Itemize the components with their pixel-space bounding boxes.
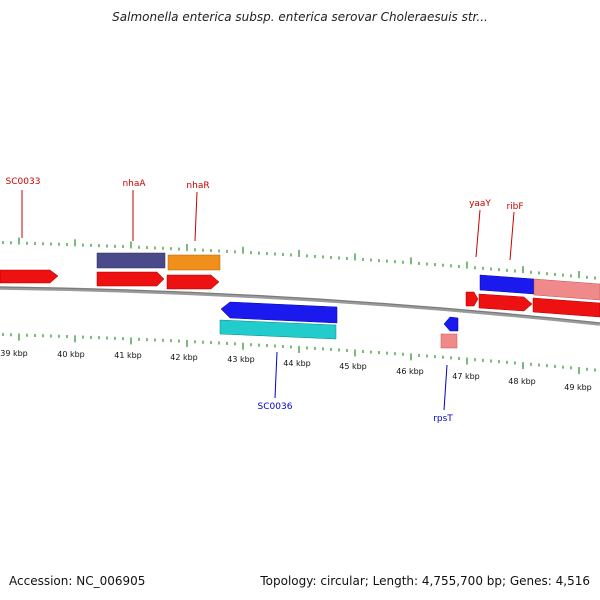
gene-arrow-sc0033-left[interactable] [0, 269, 59, 284]
gene-label-rpst[interactable]: rpsT [433, 414, 453, 424]
gene-label-nhar[interactable]: nhaR [186, 181, 209, 191]
kbp-label-45: 45 kbp [339, 362, 367, 371]
gene-arrow-yaay[interactable] [465, 291, 479, 307]
gene-box-rpst-pink[interactable] [440, 333, 458, 349]
gene-label-ribf[interactable]: ribF [506, 202, 523, 212]
gene-arrow-lane1-b[interactable] [166, 274, 220, 290]
kbp-label-39: 39 kbp [0, 349, 28, 358]
gene-label-sc0033[interactable]: SC0033 [6, 177, 41, 187]
gene-label-yaay[interactable]: yaaY [469, 199, 491, 209]
topology-text: Topology: circular; Length: 4,755,700 bp… [260, 574, 590, 588]
gene-arrow-ribf[interactable] [479, 274, 535, 295]
label-line-nhar [194, 191, 198, 242]
gene-arrow-lane1-c[interactable] [478, 293, 533, 312]
kbp-label-46: 46 kbp [396, 367, 424, 376]
kbp-label-47: 47 kbp [452, 372, 480, 381]
gene-arrow-sc0036[interactable] [220, 301, 338, 324]
kbp-label-40: 40 kbp [57, 350, 85, 359]
gene-arrow-lane1-a[interactable] [96, 271, 165, 287]
kbp-label-44: 44 kbp [283, 359, 311, 368]
kbp-label-43: 43 kbp [227, 355, 255, 364]
label-line-sc0036 [274, 351, 278, 399]
kbp-label-49: 49 kbp [564, 383, 592, 392]
gene-box-nhaa[interactable] [96, 252, 166, 269]
gene-label-nhaa[interactable]: nhaA [122, 179, 146, 189]
label-line-rpst [443, 364, 448, 411]
reverse-tick-row [2, 333, 596, 375]
kbp-label-41: 41 kbp [114, 351, 142, 360]
kbp-label-42: 42 kbp [170, 353, 198, 362]
gene-arrow-lane1-d[interactable] [532, 297, 600, 318]
kbp-label-48: 48 kbp [508, 377, 536, 386]
genome-backbone [0, 286, 600, 326]
genome-title: Salmonella enterica subsp. enterica sero… [112, 10, 488, 24]
gene-box-nhar[interactable] [167, 254, 221, 271]
gene-label-sc0036[interactable]: SC0036 [258, 402, 293, 412]
gene-arrow-rpst[interactable] [443, 316, 459, 332]
label-line-ribf [509, 211, 515, 261]
gene-box-ribf-pink[interactable] [533, 278, 600, 301]
label-line-yaay [475, 209, 481, 258]
accession-text: Accession: NC_006905 [9, 574, 146, 588]
forward-tick-row [2, 237, 596, 280]
gene-box-sc0036-cyan[interactable] [219, 319, 337, 340]
